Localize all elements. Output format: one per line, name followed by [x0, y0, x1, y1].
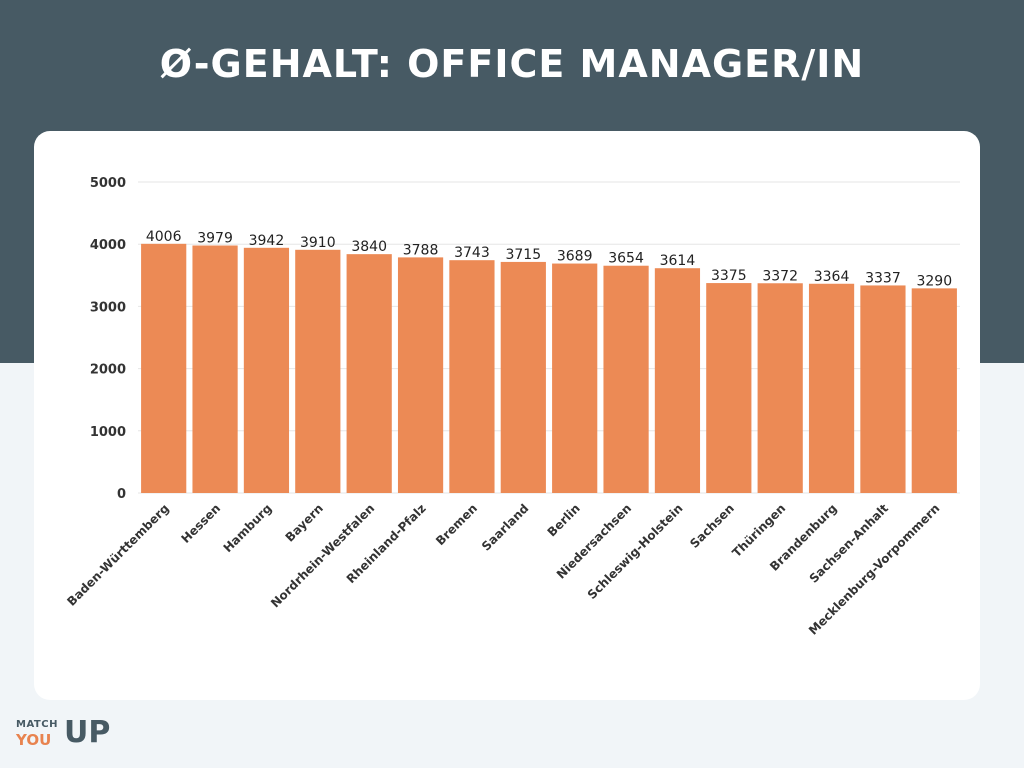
data-label: 3290 [916, 273, 952, 289]
y-tick-label: 4000 [90, 238, 126, 253]
bar [911, 288, 957, 493]
data-label: 3942 [249, 233, 285, 249]
logo-line-you: YOU [16, 731, 52, 749]
bar [346, 254, 392, 493]
data-label: 3364 [814, 269, 850, 285]
data-label: 3840 [351, 239, 387, 255]
x-tick-label: Schleswig-Holstein [585, 501, 686, 602]
bar [757, 283, 803, 493]
x-tick-label: Berlin [545, 501, 583, 539]
bar [860, 285, 906, 493]
y-tick-label: 3000 [90, 300, 126, 315]
bar [808, 283, 855, 493]
logo-line-match: MATCH [16, 719, 58, 730]
data-label: 3788 [403, 242, 439, 258]
y-tick-label: 1000 [90, 425, 126, 440]
data-label: 3372 [762, 268, 798, 284]
x-tick-label: Nordrhein-Westfalen [268, 501, 377, 610]
chart-card: 0 1000 2000 3000 4000 5000 4006 Baden-Württembe… [34, 131, 980, 700]
data-label: 3910 [300, 235, 336, 251]
x-tick-label: Bayern [283, 501, 326, 544]
logo-line-up: UP [64, 715, 111, 750]
bar-chart: 0 1000 2000 3000 4000 5000 4006 Baden-Württembe… [64, 176, 960, 638]
bar [141, 243, 187, 493]
bar [397, 257, 444, 493]
data-label: 4006 [146, 229, 182, 245]
match-you-up-logo: MATCH YOU UP [16, 716, 126, 756]
bar [449, 260, 495, 493]
bar [654, 268, 701, 493]
x-tick-label: Bremen [433, 501, 480, 548]
bar [500, 261, 546, 493]
data-label: 3743 [454, 245, 490, 261]
data-label: 3614 [660, 253, 696, 269]
data-label: 3375 [711, 268, 747, 284]
bar [552, 263, 598, 493]
data-label: 3689 [557, 249, 593, 265]
page-title: Ø-Gehalt: Office Manager/in [159, 42, 865, 86]
bar [243, 247, 290, 493]
x-tick-label: Hessen [179, 501, 224, 546]
x-tick-label: Hamburg [221, 501, 275, 555]
y-tick-label: 0 [117, 487, 126, 502]
bar [192, 245, 238, 493]
x-tick-label: Sachsen [687, 501, 737, 551]
bar [603, 265, 649, 493]
y-tick-label: 5000 [90, 176, 126, 191]
x-tick-label: Saarland [479, 501, 531, 553]
data-label: 3337 [865, 270, 901, 286]
x-tick-label: Baden-Württemberg [64, 501, 171, 608]
data-label: 3654 [608, 251, 644, 267]
bar [295, 249, 341, 493]
data-label: 3715 [505, 247, 541, 263]
data-label: 3979 [197, 231, 233, 247]
bar [706, 283, 752, 493]
y-tick-label: 2000 [90, 363, 126, 378]
